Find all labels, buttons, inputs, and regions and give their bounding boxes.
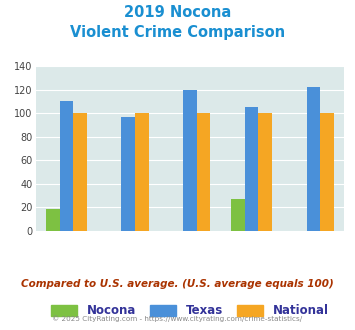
Bar <box>307 87 320 231</box>
Bar <box>245 107 258 231</box>
Text: Compared to U.S. average. (U.S. average equals 100): Compared to U.S. average. (U.S. average … <box>21 279 334 289</box>
Bar <box>46 209 60 231</box>
Bar <box>73 113 87 231</box>
Bar <box>135 113 148 231</box>
Text: © 2025 CityRating.com - https://www.cityrating.com/crime-statistics/: © 2025 CityRating.com - https://www.city… <box>53 315 302 322</box>
Bar <box>258 113 272 231</box>
Bar <box>60 101 73 231</box>
Bar <box>197 113 210 231</box>
Legend: Nocona, Texas, National: Nocona, Texas, National <box>47 300 333 322</box>
Bar <box>121 117 135 231</box>
Text: Violent Crime Comparison: Violent Crime Comparison <box>70 25 285 40</box>
Bar <box>231 199 245 231</box>
Bar <box>320 113 334 231</box>
Text: 2019 Nocona: 2019 Nocona <box>124 5 231 20</box>
Bar <box>183 89 197 231</box>
